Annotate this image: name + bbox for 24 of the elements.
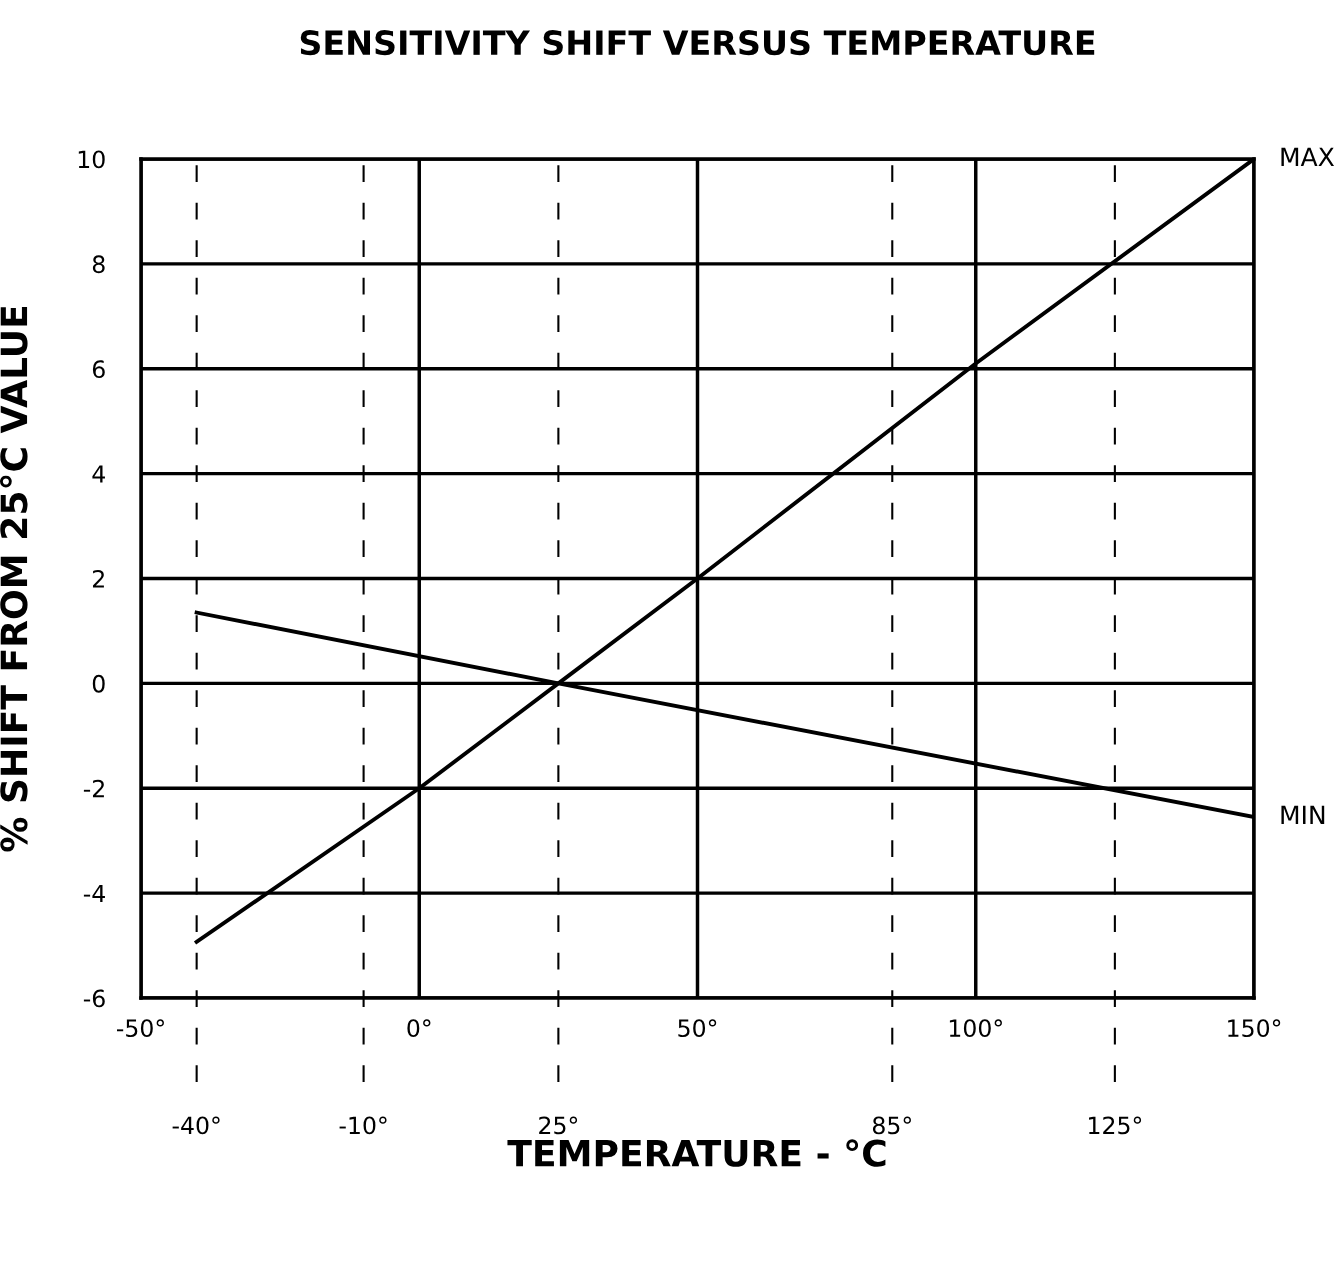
x-tick-label: 150°: [1228, 1019, 1281, 1038]
y-tick-label: -2: [83, 779, 104, 798]
y-tick-label: 10: [78, 150, 105, 169]
y-tick-label: 6: [92, 360, 105, 379]
x-axis-title: TEMPERATURE - °C: [507, 1139, 886, 1167]
x-tick-label: 50°: [678, 1019, 717, 1038]
y-tick-label: 2: [92, 569, 104, 588]
ref-line-label: 85°: [872, 1116, 911, 1135]
ref-line-label: -40°: [172, 1116, 220, 1135]
x-tick-label: 100°: [949, 1019, 1002, 1038]
series-label: MIN: [1281, 805, 1325, 824]
x-tick-label: 0°: [407, 1019, 431, 1038]
y-tick-label: 8: [92, 255, 105, 274]
ref-line-label: -10°: [339, 1116, 387, 1135]
series-label: MAX: [1281, 147, 1335, 166]
ref-line-label: 125°: [1089, 1116, 1142, 1135]
y-axis-title: % SHIFT FROM 25°C VALUE: [0, 306, 28, 852]
y-tick-label: -4: [83, 884, 105, 903]
y-tick-label: 0: [92, 674, 105, 693]
ref-line-label: 25°: [539, 1116, 578, 1135]
y-tick-label: 4: [92, 465, 105, 483]
chart-title: SENSITIVITY SHIFT VERSUS TEMPERATURE: [300, 30, 1095, 56]
x-tick-label: -50°: [116, 1019, 164, 1038]
y-tick-label: -6: [83, 989, 105, 1008]
